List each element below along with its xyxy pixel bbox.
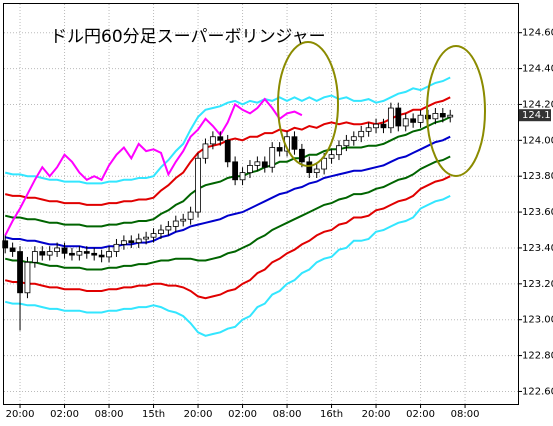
candle-body — [31, 251, 38, 263]
candle-body — [180, 218, 187, 222]
band-line — [4, 116, 451, 228]
candle-body — [358, 130, 365, 138]
candle-body — [106, 251, 112, 258]
candle-body — [447, 114, 454, 118]
band-line — [4, 97, 303, 236]
candle-body — [54, 247, 61, 252]
candle-body — [269, 147, 276, 168]
candle-body — [135, 238, 142, 243]
candle-body — [432, 113, 439, 120]
y-tick-label: 124.00 — [522, 135, 553, 146]
candle-body — [417, 114, 424, 123]
x-tick-label: 20:00 — [184, 409, 213, 420]
y-tick-label: 124.40 — [522, 64, 553, 75]
highlight-ellipse — [277, 41, 339, 167]
x-tick-label: 20:00 — [362, 409, 391, 420]
candle-body — [254, 161, 261, 166]
candle-body — [195, 157, 201, 213]
candle-body — [298, 148, 305, 163]
candle-body — [91, 252, 98, 256]
last-price-box — [519, 109, 551, 122]
y-tick-label: 122.80 — [522, 351, 553, 362]
band-line — [4, 195, 451, 337]
x-tick-label: 02:00 — [50, 409, 79, 420]
candle-body — [239, 172, 246, 181]
candle-body — [76, 251, 83, 256]
x-tick-label: 08:00 — [451, 409, 480, 420]
highlight-ellipse — [426, 45, 486, 177]
candle-body — [291, 136, 298, 150]
candle-body — [343, 139, 350, 147]
last-price-label: 124.14 — [522, 110, 553, 121]
y-tick-label: 123.00 — [522, 315, 553, 326]
candle-body — [46, 251, 53, 256]
band-line — [4, 76, 451, 185]
candle-body — [380, 123, 387, 129]
candle-body — [61, 247, 68, 254]
candle-body — [402, 118, 409, 127]
candle-body — [217, 136, 224, 141]
candle-body — [83, 251, 90, 254]
x-tick-label: 08:00 — [273, 409, 302, 420]
x-tick-label: 15th — [142, 409, 165, 420]
x-tick-label: 02:00 — [406, 409, 435, 420]
candle-body — [24, 261, 31, 294]
y-tick-label: 123.40 — [522, 243, 553, 254]
candle-body — [98, 254, 105, 258]
y-tick-label: 122.60 — [522, 386, 553, 397]
candle-body — [439, 113, 446, 118]
candle-body — [395, 107, 402, 127]
candle-body — [202, 143, 209, 159]
candle-body — [172, 220, 179, 227]
x-tick-label: 02:00 — [228, 409, 257, 420]
candle-body — [276, 147, 283, 152]
chart-title: ドル円60分足スーパーボリンジャー — [50, 27, 326, 47]
x-tick-label: 08:00 — [95, 409, 124, 420]
y-tick-label: 124.20 — [522, 99, 553, 110]
candle-body — [261, 161, 268, 168]
candle-body — [232, 161, 239, 181]
y-tick-label: 123.80 — [522, 171, 553, 182]
candle-body — [128, 240, 135, 243]
candle-body — [39, 251, 46, 256]
y-tick-label: 123.60 — [522, 207, 553, 218]
candle-body — [313, 168, 320, 174]
candle-body — [306, 161, 313, 174]
candle-body — [69, 252, 75, 256]
plot-layer — [2, 4, 518, 404]
y-tick-label: 123.20 — [522, 279, 553, 290]
candle-body — [365, 127, 372, 132]
candle-body — [410, 118, 417, 123]
candle-body — [17, 251, 23, 294]
candle-body — [350, 136, 357, 141]
band-line — [4, 175, 451, 300]
candle-body — [328, 154, 335, 159]
candle-body — [224, 139, 231, 163]
candle-body — [165, 226, 172, 231]
plot-frame — [3, 3, 519, 405]
candle-body — [113, 243, 120, 252]
candle-body — [187, 211, 194, 220]
y-tick-label: 124.60 — [522, 28, 553, 39]
candle-body — [9, 247, 16, 252]
candle-body — [321, 157, 328, 170]
candle-body — [2, 240, 9, 249]
candle-body — [120, 240, 127, 245]
candle-body — [373, 123, 379, 129]
candle-body — [143, 236, 150, 240]
candle-body — [387, 107, 394, 129]
candle-body — [336, 145, 342, 156]
candle-body — [150, 233, 157, 238]
band-line — [4, 155, 451, 271]
candle-body — [158, 229, 164, 234]
x-tick-label: 20:00 — [6, 409, 35, 420]
candle-body — [247, 165, 253, 174]
candle-body — [209, 136, 216, 145]
x-tick-label: 16th — [320, 409, 343, 420]
